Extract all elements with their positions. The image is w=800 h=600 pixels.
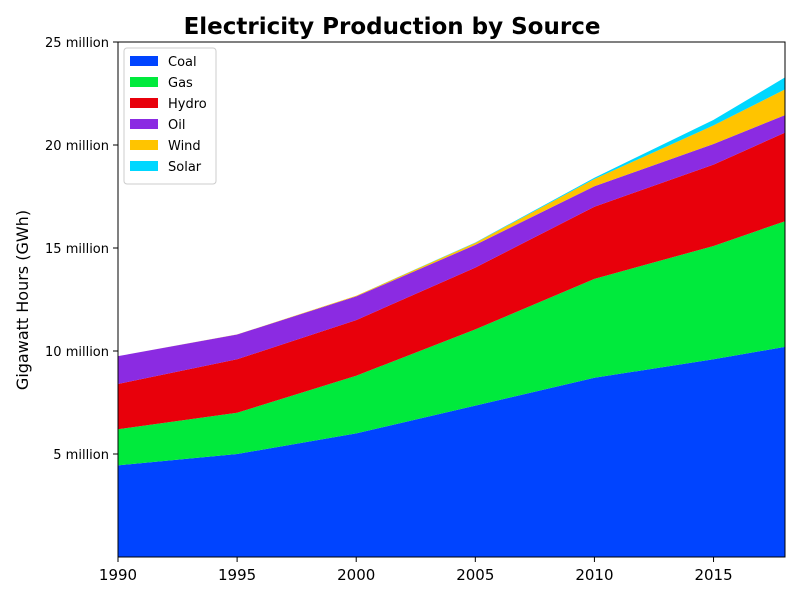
x-tick-label: 2000 xyxy=(337,566,375,584)
y-tick-label: 15 million xyxy=(45,242,109,257)
area-oil xyxy=(118,115,785,384)
legend-label-hydro: Hydro xyxy=(168,97,207,112)
legend-swatch-coal xyxy=(130,56,158,66)
legend-label-solar: Solar xyxy=(168,160,202,175)
y-tick-label: 25 million xyxy=(45,36,109,51)
legend-swatch-wind xyxy=(130,140,158,150)
area-layer xyxy=(118,77,785,557)
plot-frame xyxy=(117,41,786,558)
area-coal xyxy=(118,346,785,557)
legend-swatch-gas xyxy=(130,77,158,87)
y-axis: 5 million 10 million 15 million 20 million 2… xyxy=(45,36,118,463)
y-tick-label: 5 million xyxy=(53,448,109,463)
x-tick-label: 2005 xyxy=(456,566,494,584)
legend-swatch-hydro xyxy=(130,98,158,108)
x-tick-label: 1990 xyxy=(99,566,137,584)
y-tick-label: 20 million xyxy=(45,139,109,154)
legend-label-coal: Coal xyxy=(168,55,197,70)
y-tick-label: 10 million xyxy=(45,345,109,360)
legend: Coal Gas Hydro Oil Wind Solar xyxy=(123,47,217,185)
legend-label-wind: Wind xyxy=(168,139,201,154)
legend-swatch-oil xyxy=(130,119,158,129)
legend-swatch-solar xyxy=(130,161,158,171)
x-tick-label: 2010 xyxy=(575,566,613,584)
legend-label-oil: Oil xyxy=(168,118,185,133)
x-tick-label: 2015 xyxy=(694,566,732,584)
x-axis: 1990 1995 2000 2005 2010 2015 xyxy=(99,557,733,584)
chart-title: Electricity Production by Source xyxy=(184,14,601,40)
area-hydro xyxy=(118,132,785,430)
x-tick-label: 1995 xyxy=(218,566,256,584)
y-axis-label: Gigawatt Hours (GWh) xyxy=(13,210,32,390)
legend-label-gas: Gas xyxy=(168,76,193,91)
area-gas xyxy=(118,221,785,466)
